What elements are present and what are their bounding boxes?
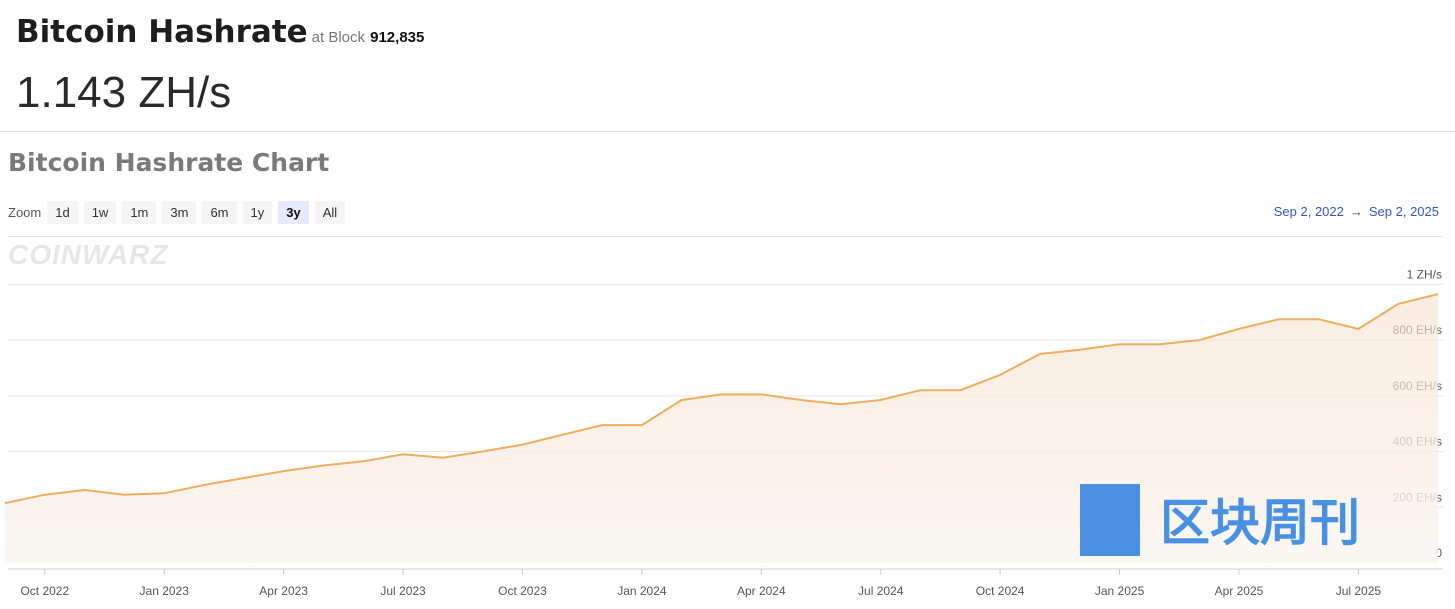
divider xyxy=(0,131,1455,132)
block-prefix: at Block xyxy=(311,29,366,46)
x-tick-label: Apr 2023 xyxy=(259,584,308,598)
x-tick-label: Jan 2025 xyxy=(1095,584,1145,598)
title: Bitcoin Hashrate xyxy=(16,14,308,50)
range-from: Sep 2, 2022 xyxy=(1273,204,1344,219)
y-tick-label: 1 ZH/s xyxy=(1407,267,1442,281)
zoom-button[interactable]: 1m xyxy=(122,201,157,224)
y-tick-label: 0 xyxy=(1435,546,1442,560)
zoom-button[interactable]: All xyxy=(314,201,346,224)
area xyxy=(5,294,1438,563)
zoom-button[interactable]: 1y xyxy=(242,201,273,224)
x-tick-label: Jul 2024 xyxy=(858,584,904,598)
x-tick-label: Apr 2024 xyxy=(737,584,786,598)
watermark: 区块周刊 xyxy=(1160,494,1360,552)
watermark: COINWARZ xyxy=(8,239,168,270)
line xyxy=(4,293,1439,505)
range-arrow: → xyxy=(1349,204,1363,219)
zoom-button[interactable]: 3y xyxy=(278,201,309,224)
x-tick-label: Jul 2025 xyxy=(1336,584,1382,598)
x-tick-label: Oct 2022 xyxy=(20,584,69,598)
date-range: Sep 2, 2022 → Sep 2, 2025 xyxy=(1274,204,1439,219)
x-tick-label: Jan 2023 xyxy=(140,584,190,598)
x-tick-label: Oct 2023 xyxy=(498,584,547,598)
zoom-button[interactable]: 1d xyxy=(47,201,78,224)
plot: 0200 EH/s400 EH/s600 EH/s800 EH/s1 ZH/sO… xyxy=(4,267,1443,598)
zoom-button[interactable]: 6m xyxy=(202,201,237,224)
x-tick-label: Oct 2024 xyxy=(976,584,1025,598)
block-number: 912,835 xyxy=(370,29,425,46)
zoom-bar: Zoom 1d 1w 1m 3m 6m 1y 3y All xyxy=(8,201,346,224)
logo-icon xyxy=(1080,484,1140,556)
zoom-button[interactable]: 3m xyxy=(162,201,197,224)
x-tick-label: Apr 2025 xyxy=(1215,584,1264,598)
zoom-label: Zoom xyxy=(8,205,42,220)
x-tick-label: Jul 2023 xyxy=(380,584,426,598)
header: Bitcoin Hashrate at Block 912,835 xyxy=(16,14,424,50)
range-to: Sep 2, 2025 xyxy=(1368,204,1439,219)
x-tick-label: Jan 2024 xyxy=(617,584,667,598)
zoom-button[interactable]: 1w xyxy=(83,201,117,224)
hashrate-value: 1.143 ZH/s xyxy=(16,68,232,117)
chart-title: Bitcoin Hashrate Chart xyxy=(8,148,330,177)
